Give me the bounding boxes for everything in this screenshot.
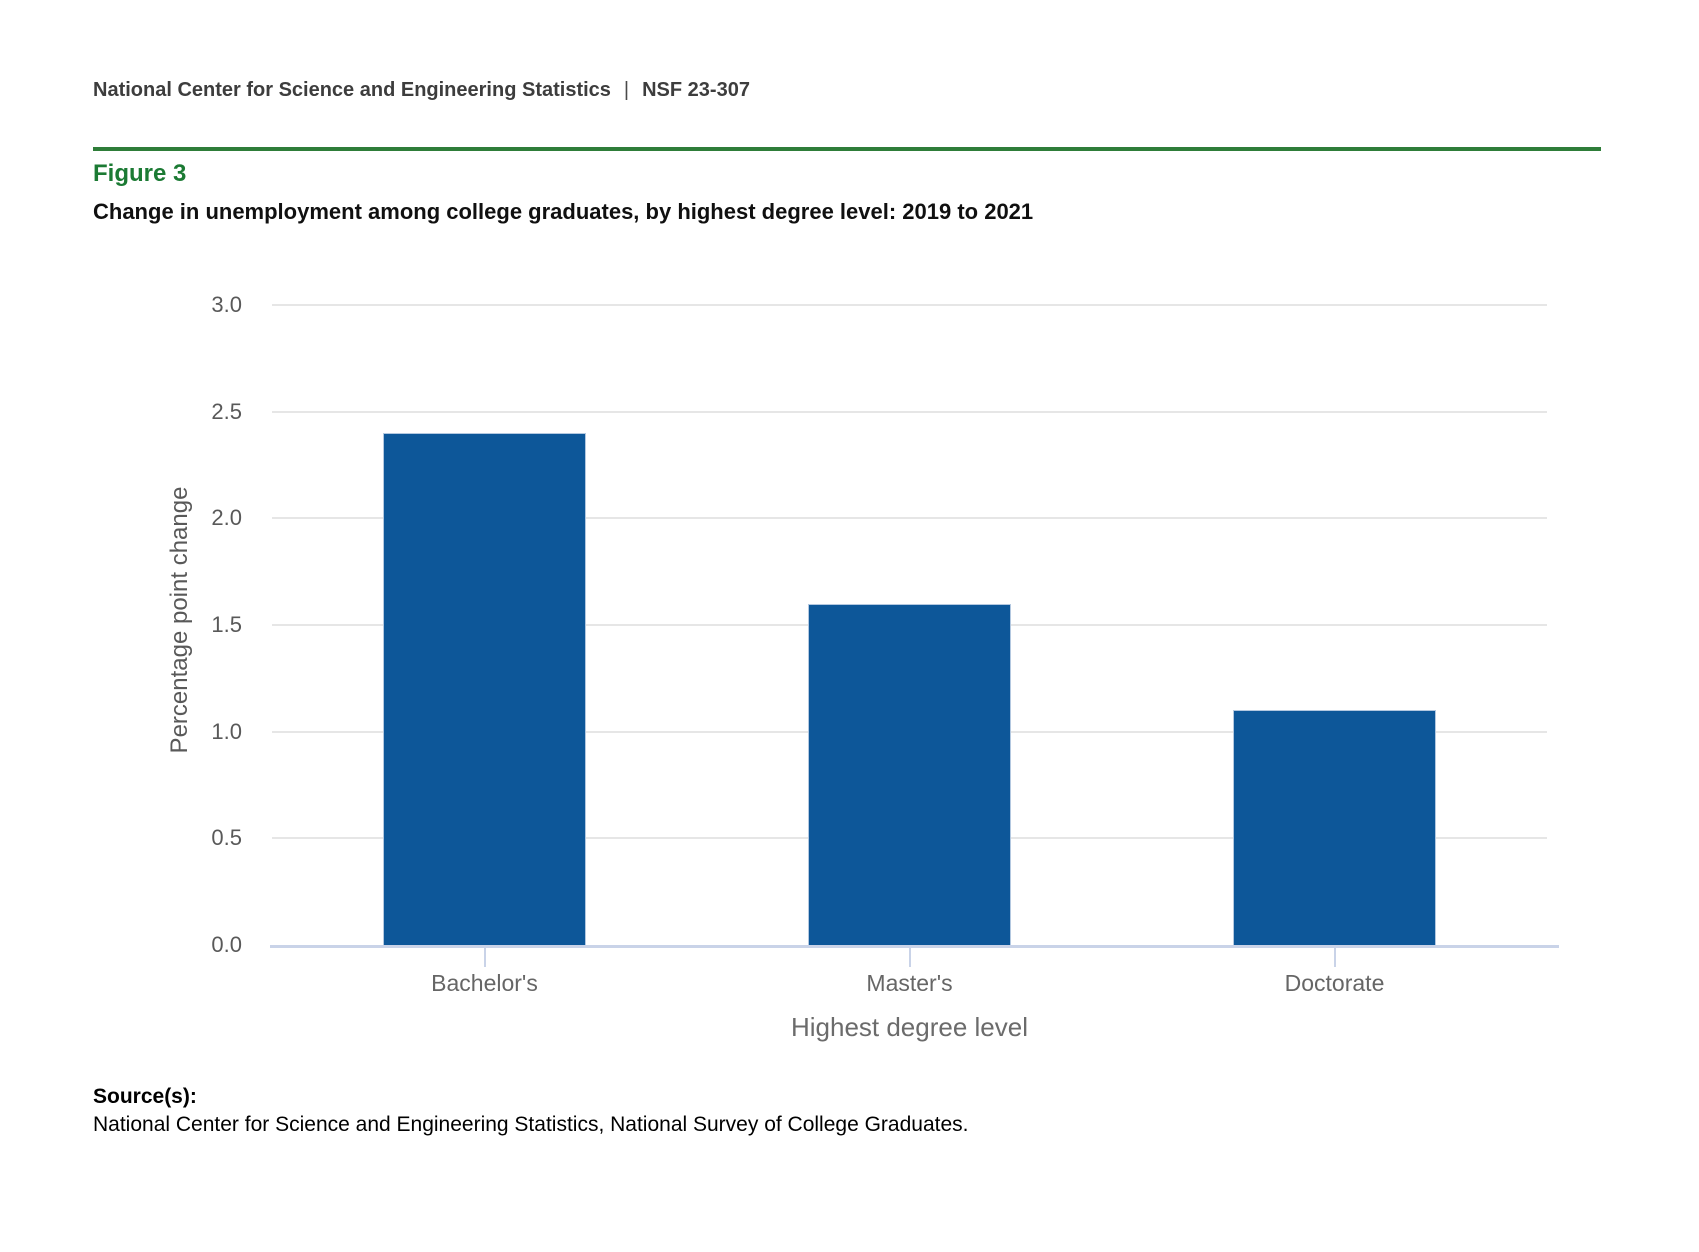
y-tick-label: 0.0 — [211, 932, 242, 957]
figure-title: Change in unemployment among college gra… — [93, 199, 1034, 224]
x-axis-title: Highest degree level — [790, 1012, 1029, 1042]
bar-doctorate[interactable] — [1233, 710, 1436, 945]
y-tick-label: 0.5 — [211, 825, 242, 851]
masthead-separator: | — [623, 79, 630, 101]
masthead-report-number: NSF 23-307 — [642, 79, 750, 101]
bar-chart: Percentage point change Highest degree l… — [166, 292, 1559, 1042]
x-axis-line — [270, 945, 1559, 948]
x-axis-tick — [483, 948, 486, 967]
bar-masters[interactable] — [808, 603, 1011, 945]
bar-bachelors[interactable] — [383, 433, 586, 945]
x-axis-tick — [1333, 948, 1336, 967]
x-category-label: Master's — [866, 970, 953, 996]
y-tick-label: 3.0 — [211, 292, 242, 317]
masthead: National Center for Science and Engineer… — [93, 79, 750, 102]
y-tick-label: 1.0 — [211, 718, 242, 744]
figure-label: Figure 3 — [93, 160, 187, 187]
y-tick-label: 1.5 — [211, 612, 242, 637]
gridline — [272, 517, 1547, 520]
source-heading: Source(s): — [93, 1085, 197, 1108]
y-tick-label: 2.5 — [211, 398, 242, 424]
x-axis-tick — [908, 948, 911, 967]
x-category-label: Doctorate — [1284, 970, 1385, 996]
x-category-label: Bachelor's — [431, 970, 538, 996]
source-text: National Center for Science and Engineer… — [93, 1113, 969, 1136]
gridline — [272, 410, 1547, 413]
gridline — [272, 304, 1547, 306]
masthead-agency: National Center for Science and Engineer… — [93, 79, 611, 101]
header-divider-rule — [93, 147, 1601, 151]
y-tick-label: 2.0 — [211, 505, 242, 531]
